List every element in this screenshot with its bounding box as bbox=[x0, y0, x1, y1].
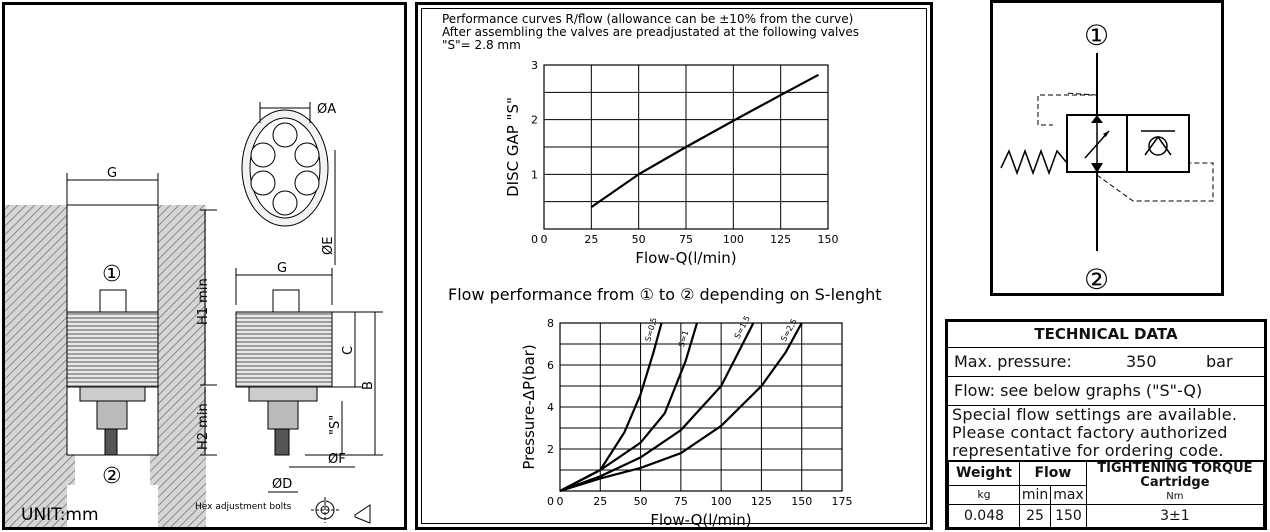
flow-label: Flow: see below graphs ("S"-Q) bbox=[954, 381, 1203, 400]
series-line bbox=[559, 322, 755, 493]
dim-c: C bbox=[341, 346, 356, 355]
y-tick-label: 1 bbox=[531, 168, 538, 181]
symbol-port-1: ① bbox=[1084, 19, 1109, 52]
max-pressure-unit: bar bbox=[1206, 352, 1233, 371]
cartridge-in-housing bbox=[66, 289, 159, 456]
y-tick-label: 2 bbox=[531, 114, 538, 127]
dim-h1: H1 min bbox=[196, 278, 211, 325]
y-tick-label: 0 bbox=[531, 233, 538, 246]
y-axis-label: DISC GAP "S" bbox=[504, 97, 522, 197]
projection-symbol-icon bbox=[311, 497, 371, 524]
series-line bbox=[559, 322, 803, 493]
flow-min-header: min bbox=[1018, 484, 1052, 506]
torque-label: TIGHTENING TORQUE bbox=[1097, 461, 1253, 476]
x-tick-label: 50 bbox=[632, 233, 646, 246]
spec-table: Weight Flow TIGHTENING TORQUE Cartridge … bbox=[948, 461, 1265, 528]
weight-unit: kg bbox=[948, 484, 1020, 506]
y-tick-label: 8 bbox=[547, 317, 554, 330]
x-tick-label: 25 bbox=[593, 495, 607, 508]
caption-line-1: Performance curves R/flow (allowance can… bbox=[442, 12, 853, 26]
series-label: S=2,5 bbox=[779, 317, 799, 343]
hydraulic-symbol: ① ② bbox=[1000, 19, 1214, 296]
symbol-port-2: ② bbox=[1084, 263, 1109, 293]
x-tick-label: 100 bbox=[723, 233, 744, 246]
series-line bbox=[559, 322, 699, 492]
dim-g-right: G bbox=[277, 261, 287, 276]
torque-sub: Cartridge bbox=[1140, 475, 1210, 490]
dim-h2: H2 min bbox=[196, 403, 211, 450]
max-pressure-row: Max. pressure: 350 bar bbox=[948, 348, 1264, 377]
x-tick-label: 125 bbox=[770, 233, 791, 246]
torque-value: 3±1 bbox=[1085, 504, 1265, 528]
x-tick-label: 125 bbox=[751, 495, 772, 508]
note-line: representative for ordering code. bbox=[952, 441, 1224, 460]
x-axis-label: Flow-Q(l/min) bbox=[650, 511, 751, 527]
graphs-svg: Performance curves R/flow (allowance can… bbox=[442, 12, 882, 529]
top-view bbox=[241, 109, 329, 227]
flow-header: Flow bbox=[1019, 461, 1087, 486]
performance-graphs-panel: Performance curves R/flow (allowance can… bbox=[415, 2, 933, 530]
pressure-drop-chart: 0 25 50 75 100 125 150 175 2 4 6 8 0 Flow-Q(l/min) Pre… bbox=[520, 314, 853, 529]
series-label: S=1 bbox=[677, 329, 690, 348]
plot-frame bbox=[543, 64, 829, 230]
disc-gap-chart: 0 25 50 75 100 125 150 1 2 3 0 Flow-Q(l/min) DISC GA… bbox=[504, 59, 839, 267]
technical-data-panel: TECHNICAL DATA Max. pressure: 350 bar Fl… bbox=[945, 319, 1267, 530]
unit-label: UNIT:mm bbox=[21, 505, 99, 525]
y-tick-label: 0 bbox=[547, 495, 554, 508]
flow-max-header: max bbox=[1050, 484, 1087, 506]
y-tick-label: 6 bbox=[547, 359, 554, 372]
dimension-drawing-panel: ① ② G H1 min H2 min ØA ØE bbox=[2, 2, 407, 530]
x-tick-label: 150 bbox=[818, 233, 839, 246]
torque-header: TIGHTENING TORQUE Cartridge Nm bbox=[1085, 461, 1265, 505]
special-flow-note: Special flow settings are available. Ple… bbox=[948, 406, 1264, 461]
weight-value: 0.048 bbox=[948, 504, 1020, 528]
y-axis-label: Pressure-ΔP(bar) bbox=[520, 344, 538, 469]
side-view-cartridge bbox=[235, 289, 333, 456]
flow-row: Flow: see below graphs ("S"-Q) bbox=[948, 377, 1264, 406]
x-tick-label: 0 bbox=[541, 233, 548, 246]
plot-frame bbox=[559, 322, 843, 492]
series-label: S=1,5 bbox=[733, 314, 752, 340]
max-pressure-value: 350 bbox=[1126, 352, 1157, 371]
hydraulic-symbol-panel: ① ② bbox=[990, 0, 1224, 296]
dimension-drawing: ① ② G H1 min H2 min ØA ØE bbox=[5, 102, 383, 527]
flow-min-value: 25 bbox=[1018, 504, 1052, 528]
flow-max-value: 150 bbox=[1050, 504, 1087, 528]
y-tick-label: 2 bbox=[547, 443, 554, 456]
x-tick-label: 175 bbox=[832, 495, 853, 508]
port-1-label: ① bbox=[102, 262, 122, 287]
x-tick-label: 150 bbox=[791, 495, 812, 508]
series-line bbox=[590, 73, 820, 209]
caption-line-2: After assembling the valves are preadjus… bbox=[442, 25, 859, 39]
bottom-chart-title: Flow performance from ① to ② depending o… bbox=[448, 285, 882, 304]
x-tick-label: 50 bbox=[634, 495, 648, 508]
dim-phi-d: ØD bbox=[272, 477, 292, 492]
hex-note: Hex adjustment bolts bbox=[195, 502, 292, 512]
dim-b: B bbox=[361, 381, 376, 390]
dim-phi-a: ØA bbox=[317, 102, 336, 117]
x-tick-label: 100 bbox=[711, 495, 732, 508]
x-tick-label: 25 bbox=[584, 233, 598, 246]
note-line: Special flow settings are available. bbox=[952, 405, 1238, 424]
x-tick-label: 75 bbox=[679, 233, 693, 246]
weight-header: Weight bbox=[948, 461, 1020, 486]
torque-unit: Nm bbox=[1166, 491, 1184, 502]
dim-phi-e: ØE bbox=[321, 237, 336, 255]
max-pressure-label: Max. pressure: bbox=[954, 352, 1072, 371]
dim-phi-f: ØF bbox=[328, 452, 346, 467]
tech-title: TECHNICAL DATA bbox=[948, 322, 1264, 348]
dim-s: "S" bbox=[328, 415, 343, 435]
y-tick-label: 3 bbox=[531, 59, 538, 72]
x-axis-label: Flow-Q(l/min) bbox=[635, 249, 736, 267]
y-tick-label: 4 bbox=[547, 401, 554, 414]
port-2-label: ② bbox=[102, 464, 122, 489]
x-tick-label: 75 bbox=[674, 495, 688, 508]
caption-line-3: "S"= 2.8 mm bbox=[442, 38, 521, 52]
note-line: Please contact factory authorized bbox=[952, 423, 1228, 442]
dim-g-left: G bbox=[107, 166, 117, 181]
x-tick-label: 0 bbox=[557, 495, 564, 508]
